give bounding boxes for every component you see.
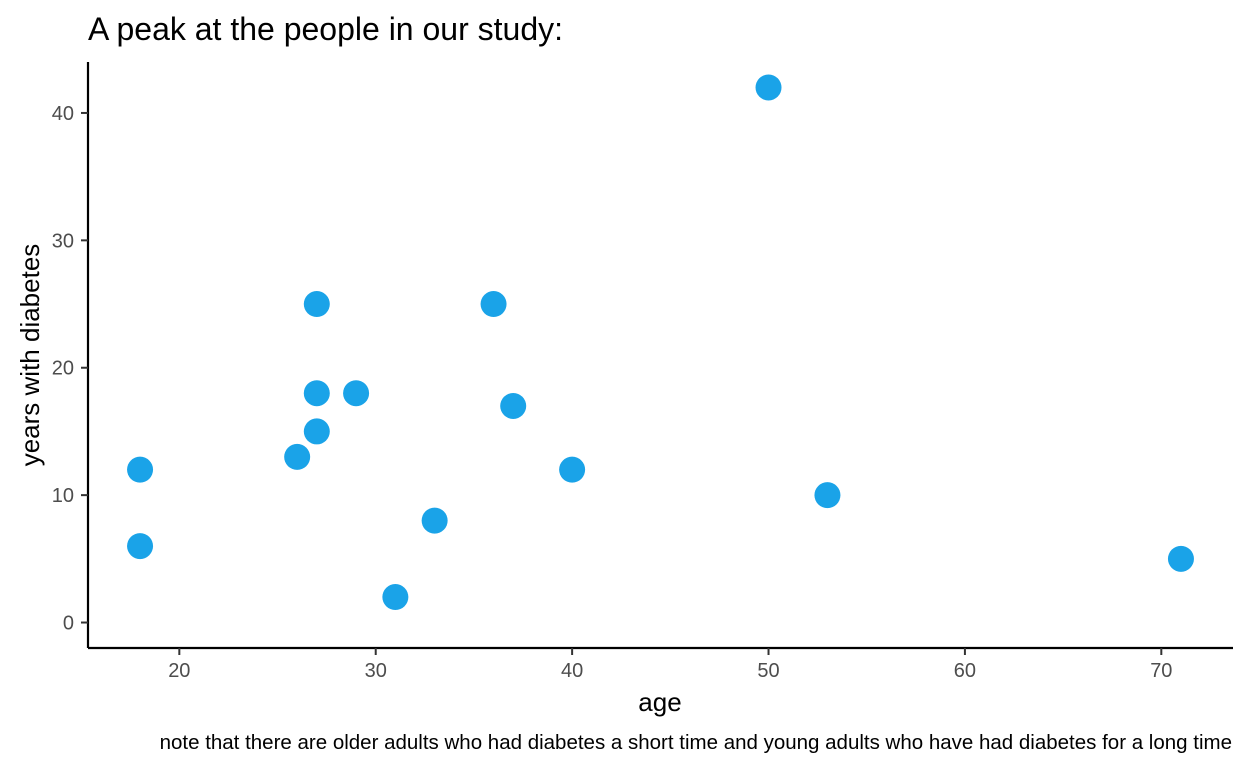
data-point (127, 456, 154, 483)
data-point (303, 418, 330, 445)
data-point (343, 380, 370, 407)
data-point (480, 291, 507, 318)
data-point (382, 584, 409, 611)
data-point (1167, 545, 1194, 572)
x-tick-label: 70 (1150, 660, 1172, 682)
y-tick-label: 0 (63, 613, 74, 635)
data-point (303, 291, 330, 318)
plot-panel (127, 74, 1194, 611)
y-tick-label: 10 (52, 485, 74, 507)
chart-caption: note that there are older adults who had… (160, 731, 1232, 754)
y-tick-label: 40 (52, 103, 74, 125)
x-tick-label: 60 (954, 660, 976, 682)
axis-ticks: 20 30 40 50 60 70 0 10 20 30 40 (52, 103, 1173, 682)
data-point (755, 74, 782, 101)
x-tick-label: 40 (561, 660, 583, 682)
x-tick-label: 20 (168, 660, 190, 682)
chart-title: A peak at the people in our study: (88, 11, 563, 47)
data-point (284, 443, 311, 470)
y-axis-title: years with diabetes (15, 244, 45, 467)
y-tick-label: 30 (52, 230, 74, 252)
x-tick-label: 50 (757, 660, 779, 682)
data-point (500, 392, 527, 419)
y-tick-label: 20 (52, 358, 74, 380)
data-point (421, 507, 448, 534)
data-point (303, 380, 330, 407)
data-point (814, 482, 841, 509)
data-point (127, 533, 154, 560)
x-axis-title: age (638, 687, 681, 717)
x-tick-label: 30 (365, 660, 387, 682)
data-point (559, 456, 586, 483)
